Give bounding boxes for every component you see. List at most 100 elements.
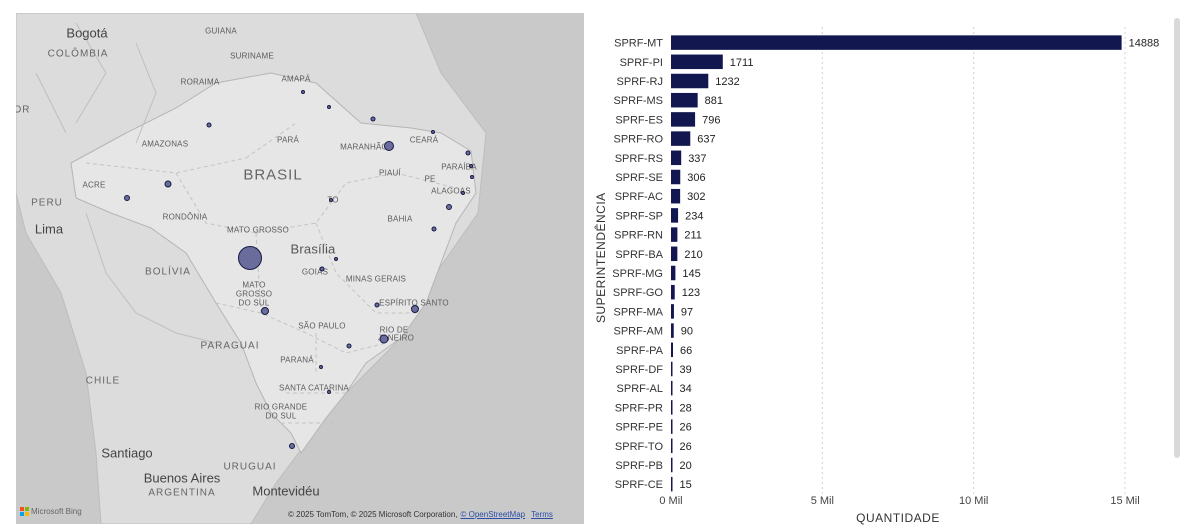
bubble-al[interactable] <box>461 191 465 195</box>
y-axis-title: SUPERINTENDÊNCIA <box>594 192 608 324</box>
data-label: 211 <box>684 230 702 242</box>
label-ms-line3: DO SUL <box>238 298 270 308</box>
openstreetmap-link[interactable]: © OpenStreetMap <box>460 510 526 519</box>
label-bolivia: BOLÍVIA <box>145 266 191 278</box>
data-label: 302 <box>687 191 705 203</box>
bubble-mg[interactable] <box>374 302 380 308</box>
label-guiana: GUIANA <box>205 26 237 36</box>
category-label: SPRF-BA <box>615 249 663 261</box>
bar <box>671 131 691 146</box>
bubble-ac[interactable] <box>124 195 130 201</box>
category-label: SPRF-MA <box>614 306 664 318</box>
label-goias: GOIÁS <box>301 267 329 277</box>
bubble-ma[interactable] <box>370 116 376 122</box>
bubble-rj[interactable] <box>379 334 389 344</box>
bing-label: Microsoft Bing <box>31 507 82 516</box>
bar <box>671 227 678 242</box>
bar <box>671 438 673 454</box>
label-rs-line2: DO SUL <box>265 411 297 421</box>
bubble-rn[interactable] <box>465 150 471 156</box>
bar <box>671 361 673 377</box>
category-label: SPRF-PA <box>616 345 664 357</box>
label-paraiba: PARAÍBA <box>441 162 477 172</box>
bubble-pi[interactable] <box>384 141 394 151</box>
label-rj-line1: RIO DE <box>379 325 409 335</box>
bar <box>671 208 679 223</box>
label-ms-line2: GROSSO <box>235 289 273 299</box>
bar <box>671 35 1122 50</box>
category-label: SPRF-PB <box>615 460 663 472</box>
bubble-sc[interactable] <box>327 390 331 394</box>
bubble-to[interactable] <box>329 198 333 202</box>
bar <box>671 323 674 338</box>
bar-chart-svg: 0 Mil 5 Mil 10 Mil 15 Mil SPRF-MT 14888 SPRF-P… <box>612 27 1159 507</box>
x-tick-label: 0 Mil <box>659 495 682 507</box>
terms-link[interactable]: Terms <box>531 510 553 519</box>
bubble-ro[interactable] <box>164 180 172 188</box>
x-tick-label: 5 Mil <box>811 495 834 507</box>
data-label: 1711 <box>730 57 754 69</box>
bubble-pb[interactable] <box>469 164 473 168</box>
bubble-df[interactable] <box>334 257 338 261</box>
bar <box>671 150 682 166</box>
label-ceara: CEARÁ <box>409 135 439 145</box>
bubble-am[interactable] <box>206 122 212 128</box>
category-label: SPRF-AC <box>615 191 663 203</box>
category-label: SPRF-RS <box>615 153 663 165</box>
bar-chart-visual[interactable]: 0 Mil 5 Mil 10 Mil 15 Mil SPRF-MT 14888 SPRF-P… <box>590 13 1190 525</box>
bubble-ba[interactable] <box>431 226 437 232</box>
label-acre: ACRE <box>82 180 106 190</box>
data-label: 97 <box>681 306 693 318</box>
copyright-text: © 2025 TomTom, © 2025 Microsoft Corporat… <box>288 510 458 519</box>
label-para: PARÁ <box>277 135 299 145</box>
bubble-pe[interactable] <box>470 175 474 179</box>
bubble-pa[interactable] <box>327 105 331 109</box>
bubble-rs[interactable] <box>289 443 295 449</box>
label-espirito-santo: ESPÍRITO SANTO <box>379 298 449 308</box>
label-pe: PE <box>424 174 436 184</box>
data-label: 26 <box>680 422 692 434</box>
data-label: 881 <box>705 95 723 107</box>
category-label: SPRF-AL <box>617 383 663 395</box>
bar <box>671 246 678 262</box>
chart-scrollbar[interactable] <box>1174 18 1180 458</box>
label-rj-line2: JANEIRO <box>377 333 415 343</box>
label-santiago: Santiago <box>101 445 153 461</box>
bubble-go[interactable] <box>319 266 325 272</box>
data-label: 306 <box>687 172 705 184</box>
bar <box>671 73 709 89</box>
label-uruguai: URUGUAI <box>223 461 277 473</box>
category-label: SPRF-PE <box>615 422 663 434</box>
bubble-pr[interactable] <box>319 365 323 369</box>
label-piaui: PIAUÍ <box>379 168 401 178</box>
label-sao-paulo: SÃO PAULO <box>298 321 346 331</box>
map-visual[interactable]: Bogotá COLÔMBIA GUIANA SURINAME RORAIMA … <box>16 13 584 524</box>
label-brasilia: Brasília <box>290 241 336 257</box>
bar <box>671 342 673 358</box>
data-label: 90 <box>681 326 693 338</box>
bubble-ms[interactable] <box>261 307 269 315</box>
data-label: 34 <box>680 383 692 395</box>
label-mato-grosso: MATO GROSSO <box>227 225 289 235</box>
label-bogota: Bogotá <box>66 25 108 41</box>
bubble-se[interactable] <box>446 204 452 210</box>
label-rondonia: RONDÔNIA <box>162 212 208 222</box>
bubble-ce[interactable] <box>431 130 435 134</box>
x-tick-label: 10 Mil <box>959 495 988 507</box>
label-santa-catarina: SANTA CATARINA <box>279 383 349 393</box>
label-suriname: SURINAME <box>230 51 274 61</box>
bing-logo: Microsoft Bing <box>20 507 82 516</box>
category-label: SPRF-MG <box>612 268 663 280</box>
label-argentina: ARGENTINA <box>148 487 216 499</box>
category-label: SPRF-GO <box>613 287 664 299</box>
bubble-es[interactable] <box>411 305 419 313</box>
label-brasil: BRASIL <box>243 166 303 184</box>
label-roraima: RORAIMA <box>180 77 220 87</box>
bubble-ap[interactable] <box>301 90 305 94</box>
bar <box>671 419 673 434</box>
bubble-mt[interactable] <box>238 246 262 270</box>
bubble-sp[interactable] <box>346 343 352 349</box>
label-amazonas: AMAZONAS <box>141 139 189 149</box>
category-label: SPRF-PR <box>615 402 663 414</box>
x-tick-label: 15 Mil <box>1110 495 1139 507</box>
